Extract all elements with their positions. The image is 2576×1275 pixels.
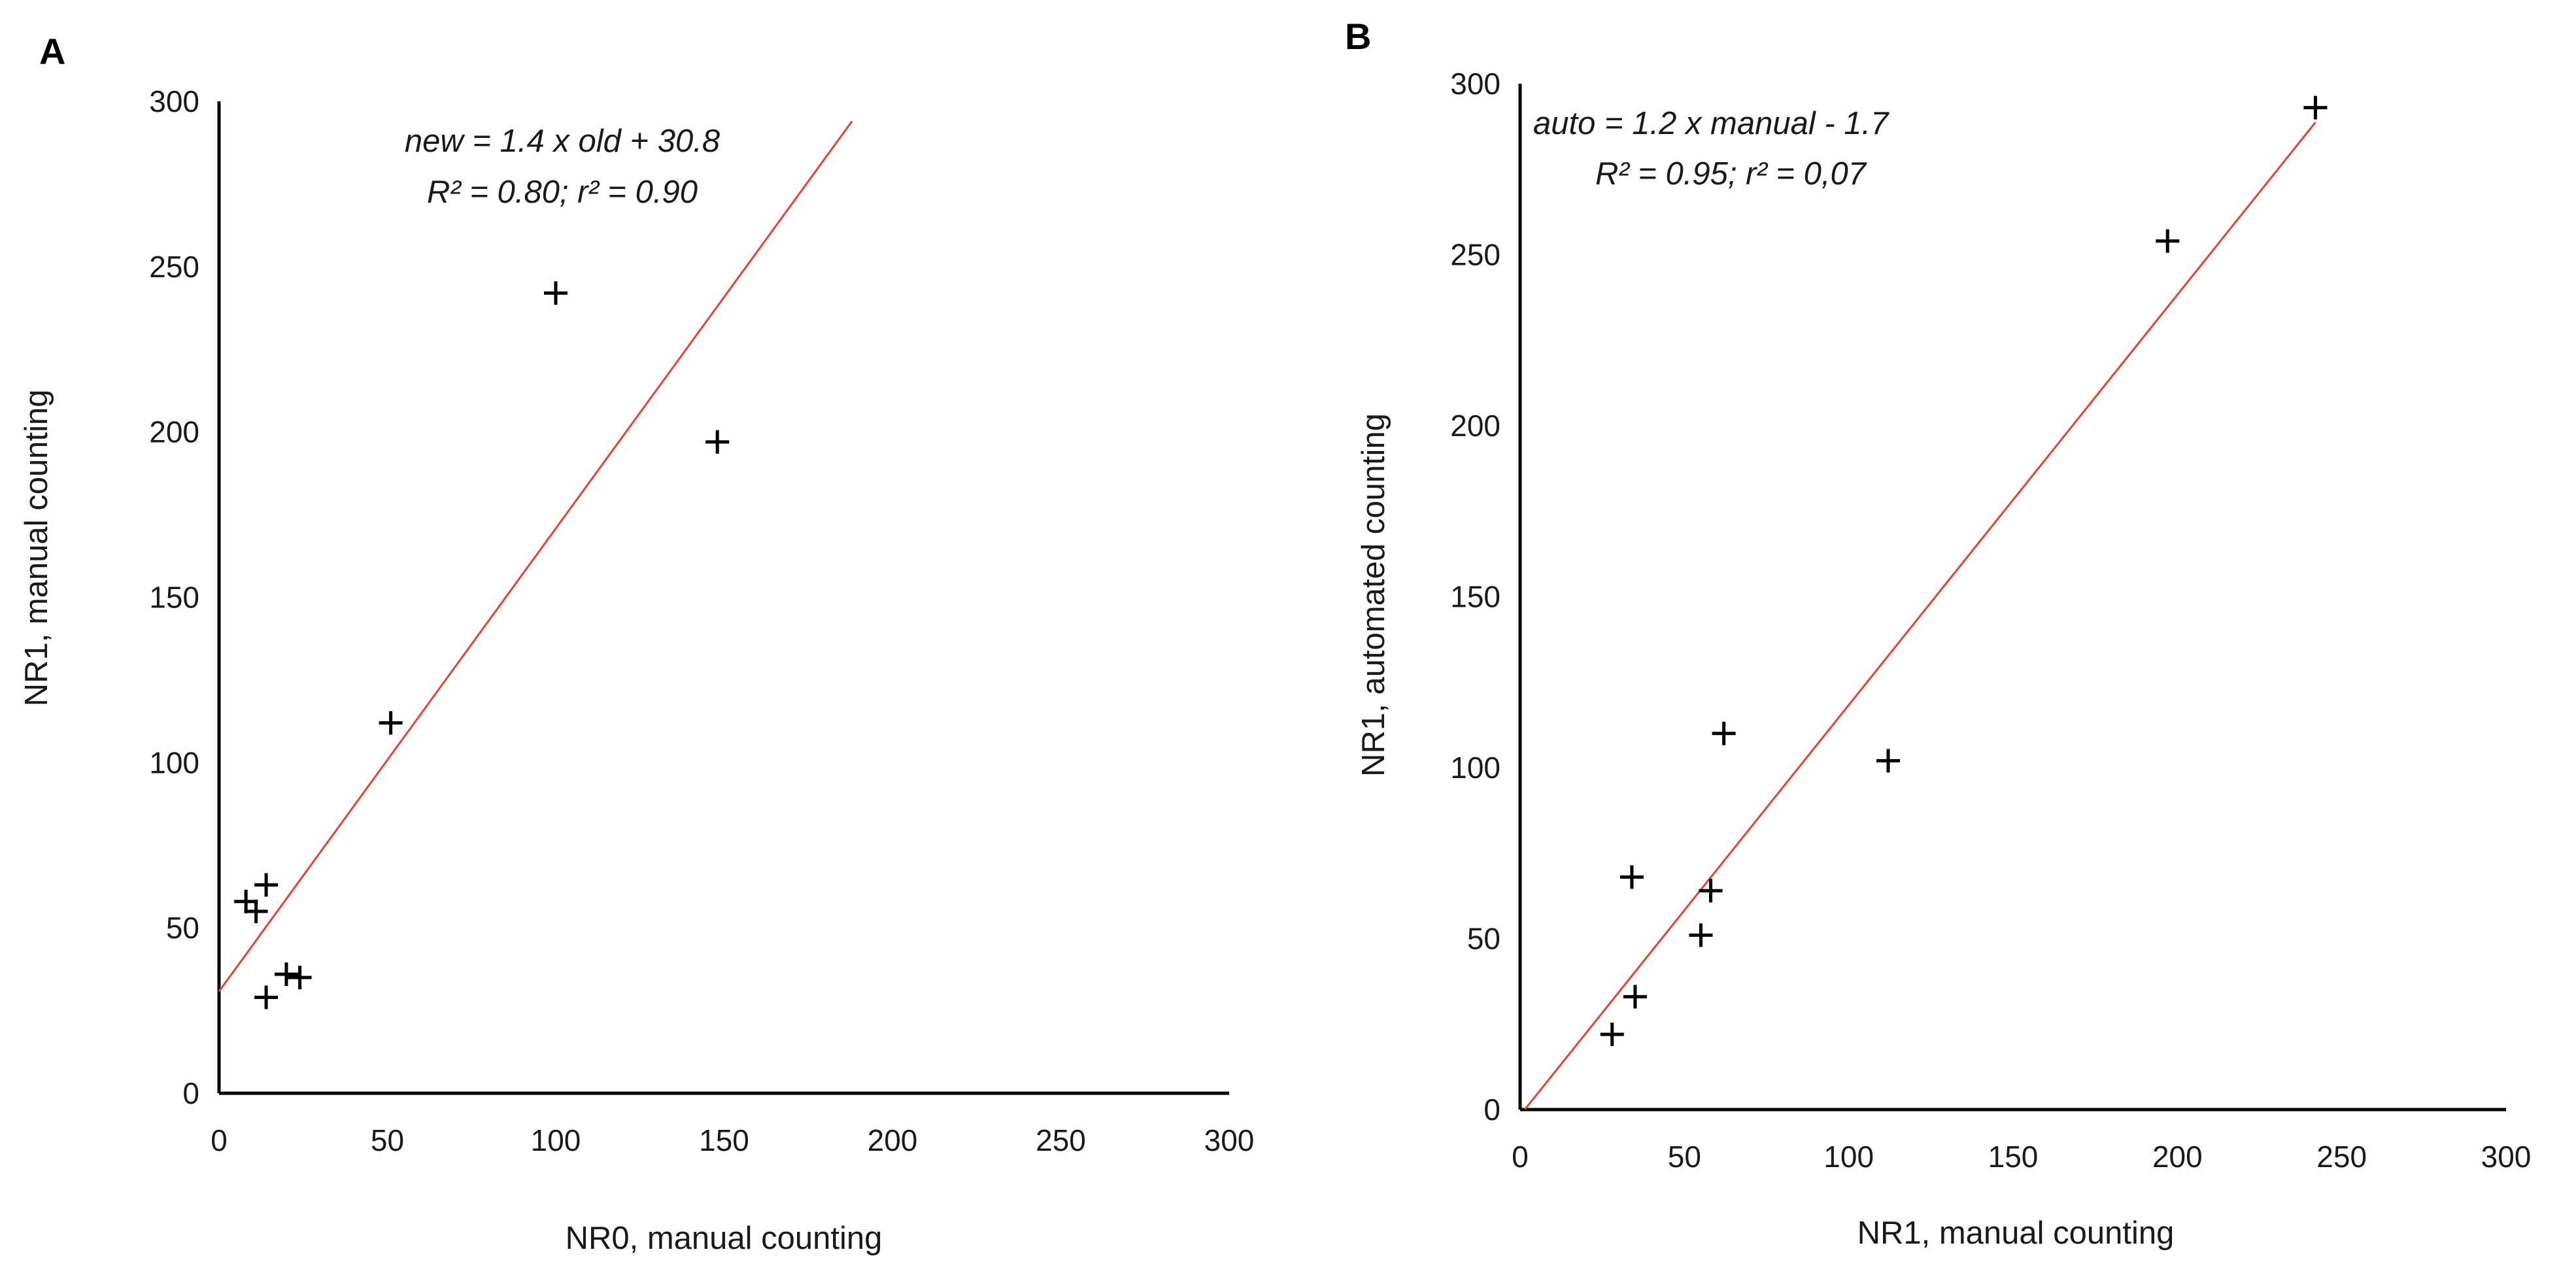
panel-a-ticks: 0 50 100 150 200 250 300 0 50 100 150 200 250 300 <box>149 84 1254 1157</box>
panel-a-y-tick-label: 0 <box>182 1076 199 1110</box>
panel-b-data-point <box>2303 95 2328 120</box>
panel-a-data-point <box>544 281 568 305</box>
panel-b-y-tick-label: 150 <box>1450 580 1500 614</box>
panel-a-data-point <box>234 889 258 913</box>
panel-a-data-point <box>705 430 730 454</box>
panel-b-data-point <box>2156 229 2180 253</box>
panel-b-x-tick-label: 50 <box>1668 1140 1701 1174</box>
panel-b-plot: 0 50 100 150 200 250 300 0 50 100 150 200 250 300 <box>1450 67 2531 1174</box>
panel-b-ticks: 0 50 100 150 200 250 300 0 50 100 150 200 250 300 <box>1450 67 2531 1174</box>
panel-b-y-tick-label: 200 <box>1450 409 1500 443</box>
panel-a-equation: new = 1.4 x old + 30.8 <box>405 124 720 159</box>
panel-b-y-tick-label: 50 <box>1467 922 1500 956</box>
panel-b-data-point <box>1600 1022 1624 1046</box>
panel-a-y-axis-title: NR1, manual counting <box>19 390 54 707</box>
panel-a-x-axis-title: NR0, manual counting <box>566 1221 883 1256</box>
panel-a-label: A <box>39 31 65 72</box>
panel-a-y-tick-label: 100 <box>149 745 199 779</box>
panel-a-x-tick-label: 200 <box>868 1123 918 1157</box>
panel-a-data-point <box>254 985 279 1010</box>
panel-b-equation: auto = 1.2 x manual - 1.7 <box>1533 106 1890 141</box>
panel-a-x-tick-label: 300 <box>1204 1123 1255 1157</box>
panel-b-r-squared: R² = 0.95; r² = 0,07 <box>1595 156 1867 192</box>
panel-a-data-point <box>379 711 403 735</box>
panel-a-y-tick-label: 200 <box>149 415 199 449</box>
panel-a-x-tick-label: 250 <box>1036 1123 1086 1157</box>
panel-a-data-point <box>288 966 312 990</box>
panel-a-data-point <box>254 873 279 897</box>
panel-a-y-tick-label: 150 <box>149 581 199 615</box>
panel-b-x-tick-label: 150 <box>1988 1140 2039 1174</box>
panel-b-data-point <box>1623 985 1647 1009</box>
panel-b: B 0 50 100 150 200 250 300 0 50 100 150 200 250 300 a… <box>1345 16 2531 1251</box>
panel-a-y-tick-label: 50 <box>166 911 199 945</box>
panel-b-x-axis-title: NR1, manual counting <box>1857 1216 2175 1251</box>
panel-b-y-tick-label: 0 <box>1483 1093 1500 1127</box>
panel-a-plot: 0 50 100 150 200 250 300 0 50 100 150 200 250 300 <box>149 84 1254 1157</box>
panel-b-x-tick-label: 250 <box>2316 1140 2367 1174</box>
panel-a-x-tick-label: 50 <box>371 1123 404 1157</box>
panel-b-data-point <box>1689 923 1713 947</box>
panel-a-r-squared: R² = 0.80; r² = 0.90 <box>427 175 698 210</box>
panel-b-x-tick-label: 200 <box>2152 1140 2203 1174</box>
panel-a-data-point <box>244 899 268 923</box>
panel-b-data-point <box>1876 749 1900 773</box>
panel-a-y-tick-label: 300 <box>149 84 199 118</box>
panel-a-x-tick-label: 150 <box>699 1123 749 1157</box>
panel-a-x-tick-label: 0 <box>211 1123 228 1157</box>
panel-a: A 0 50 100 150 200 250 300 0 50 100 150 200 250 300 n… <box>19 31 1254 1256</box>
panel-b-y-tick-label: 300 <box>1450 67 1500 101</box>
panel-b-y-tick-label: 100 <box>1450 751 1500 785</box>
panel-b-points <box>1600 95 2328 1046</box>
panel-b-data-point <box>1712 721 1736 745</box>
panel-a-points <box>234 281 730 1010</box>
panel-b-data-point <box>1699 879 1723 903</box>
panel-b-data-point <box>1619 865 1644 889</box>
panel-b-x-tick-label: 0 <box>1512 1140 1529 1174</box>
panel-b-y-tick-label: 250 <box>1450 238 1500 272</box>
panel-b-x-tick-label: 300 <box>2481 1140 2532 1174</box>
panel-b-fit-line <box>1524 122 2316 1110</box>
panel-a-x-tick-label: 100 <box>531 1123 581 1157</box>
panel-a-data-point <box>275 962 298 986</box>
panel-b-x-tick-label: 100 <box>1823 1140 1874 1174</box>
panel-a-fit-line <box>218 120 853 993</box>
panel-a-y-tick-label: 250 <box>149 250 199 284</box>
panel-b-label: B <box>1345 16 1371 57</box>
panel-b-y-axis-title: NR1, automated counting <box>1356 413 1391 777</box>
